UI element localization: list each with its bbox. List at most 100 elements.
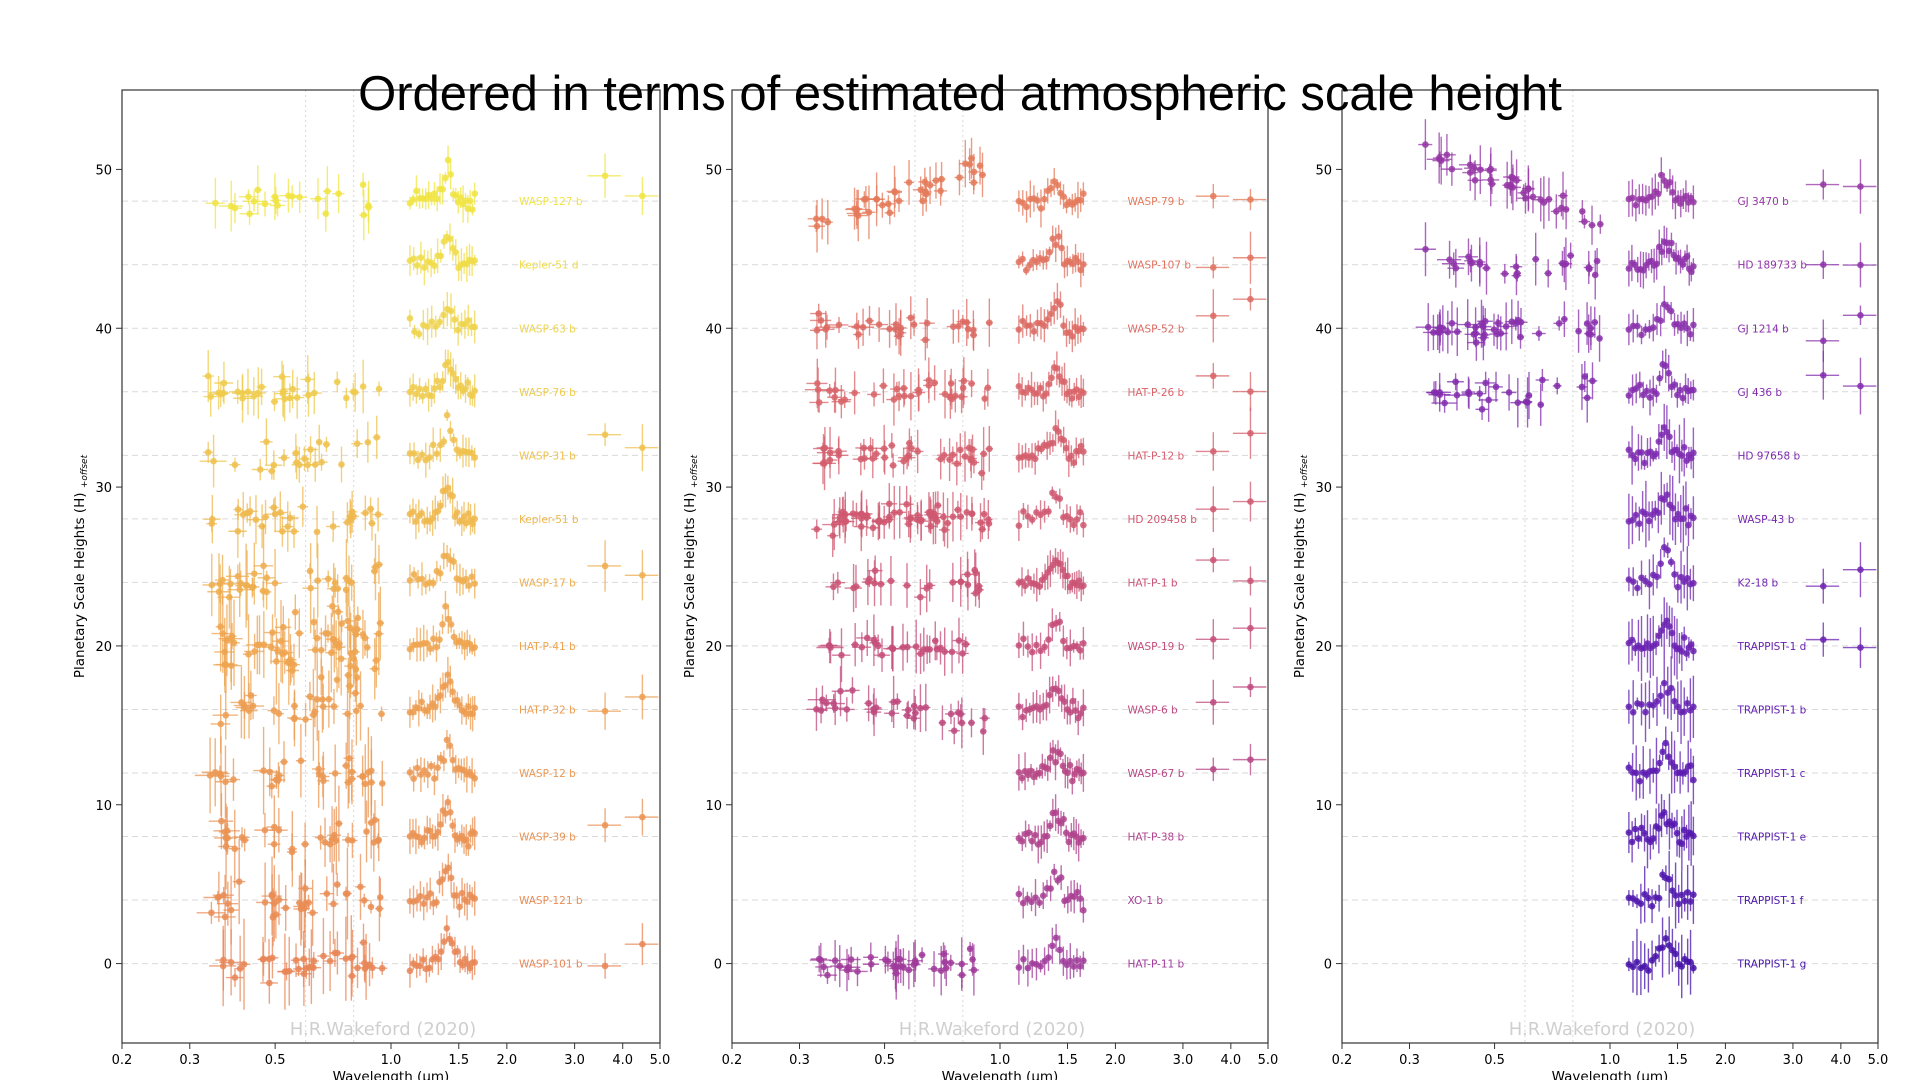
data-point — [1680, 443, 1688, 451]
data-point — [601, 962, 609, 970]
data-point — [465, 842, 472, 850]
data-point — [1648, 193, 1656, 200]
data-point — [359, 383, 367, 390]
data-point — [439, 377, 447, 385]
data-point — [1513, 177, 1520, 184]
data-point — [1585, 265, 1593, 273]
data-point — [430, 635, 437, 643]
data-point — [357, 883, 364, 891]
data-point — [849, 687, 856, 694]
data-point — [414, 456, 422, 464]
data-point — [440, 311, 447, 319]
series-label: HAT-P-1 b — [1127, 577, 1177, 589]
data-point — [885, 500, 893, 508]
data-point — [940, 513, 947, 521]
series-hat-p-32-b: HAT-P-32 b — [210, 656, 659, 761]
data-point — [416, 385, 423, 393]
data-point — [923, 319, 931, 327]
data-point — [932, 177, 940, 184]
data-point — [234, 506, 242, 513]
data-point — [377, 619, 384, 627]
data-point — [930, 965, 938, 973]
data-point — [1537, 401, 1545, 408]
data-point — [896, 956, 904, 963]
data-point — [421, 834, 428, 842]
data-point — [298, 903, 305, 910]
data-point — [1690, 321, 1697, 329]
data-point — [444, 358, 452, 366]
data-point — [1020, 635, 1027, 643]
data-point — [1028, 648, 1036, 656]
data-point — [867, 954, 875, 961]
data-point — [286, 394, 294, 402]
data-point — [1690, 579, 1697, 587]
data-point — [1687, 330, 1694, 338]
data-point — [1525, 185, 1532, 192]
data-point — [1640, 267, 1647, 274]
data-point — [1589, 377, 1596, 385]
data-point — [1037, 962, 1044, 970]
data-point — [348, 768, 356, 776]
data-point — [1676, 386, 1684, 394]
data-point — [331, 770, 339, 777]
data-point — [471, 257, 478, 264]
data-point — [245, 193, 252, 201]
data-point — [344, 890, 351, 897]
data-point — [1062, 829, 1070, 837]
data-point — [374, 511, 382, 518]
data-point — [904, 706, 912, 714]
data-point — [1023, 203, 1030, 211]
data-point — [1559, 192, 1567, 199]
data-point — [917, 593, 924, 601]
data-point — [429, 514, 436, 522]
data-point — [454, 326, 462, 334]
data-point — [320, 952, 327, 960]
data-point — [1077, 266, 1085, 274]
data-point — [471, 387, 478, 395]
data-point — [222, 661, 230, 669]
data-point — [1247, 756, 1254, 763]
data-point — [890, 698, 897, 706]
data-point — [1635, 520, 1643, 528]
series-kepler-51-d: Kepler-51 d — [406, 223, 579, 286]
data-point — [1080, 521, 1087, 529]
data-point — [270, 840, 278, 848]
data-point — [432, 323, 440, 330]
data-point — [1055, 687, 1063, 695]
data-point — [364, 438, 372, 446]
data-point — [471, 644, 478, 651]
data-point — [865, 209, 873, 216]
data-point — [869, 455, 877, 462]
data-point — [933, 517, 941, 525]
data-point — [905, 966, 913, 974]
data-point — [959, 650, 966, 657]
data-point — [888, 442, 896, 449]
series-wasp-121-b: WASP-121 b — [196, 839, 583, 959]
data-point — [959, 318, 967, 325]
data-point — [378, 964, 386, 972]
data-point — [419, 956, 427, 963]
data-point — [1494, 319, 1502, 327]
data-point — [260, 767, 267, 774]
data-point — [1478, 406, 1486, 413]
data-point — [854, 968, 861, 975]
data-point — [986, 319, 993, 326]
data-point — [1857, 261, 1864, 269]
data-point — [431, 775, 438, 782]
data-point — [447, 307, 455, 315]
data-point — [471, 829, 478, 837]
data-point — [1545, 196, 1553, 203]
data-point — [443, 924, 451, 932]
data-point — [1060, 436, 1067, 444]
data-point — [957, 578, 965, 586]
data-point — [369, 964, 376, 972]
data-point — [949, 579, 957, 586]
data-point — [1247, 577, 1254, 585]
series-wasp-12-b: WASP-12 b — [194, 713, 576, 824]
data-point — [1015, 703, 1023, 710]
data-point — [217, 623, 224, 631]
data-point — [320, 777, 327, 785]
data-point — [813, 525, 821, 533]
data-point — [1435, 154, 1443, 162]
data-point — [901, 392, 908, 400]
